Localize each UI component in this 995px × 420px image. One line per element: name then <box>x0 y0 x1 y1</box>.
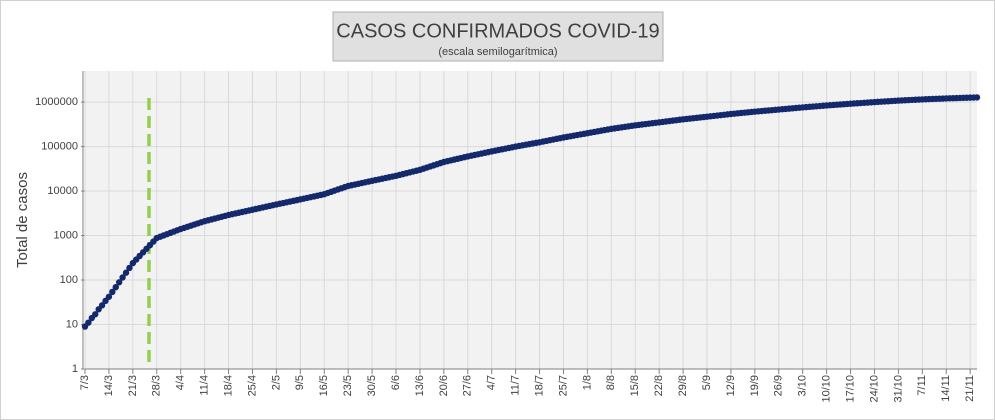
x-tick-label: 12/9 <box>725 375 737 396</box>
x-tick-label: 4/7 <box>486 375 498 390</box>
x-tick-label: 15/8 <box>629 375 641 396</box>
data-point <box>115 279 123 286</box>
x-tick-label: 25/7 <box>557 375 569 396</box>
data-point <box>105 293 113 300</box>
y-tick-label: 1000000 <box>35 96 78 108</box>
x-tick-label: 14/3 <box>103 375 115 396</box>
x-tick-label: 11/4 <box>199 375 211 396</box>
x-tick-label: 18/7 <box>533 375 545 396</box>
x-tick-label: 27/6 <box>462 375 474 396</box>
y-axis-label: Total de casos <box>14 172 31 268</box>
x-tick-label: 7/3 <box>79 375 91 390</box>
data-point <box>126 264 133 272</box>
chart-title: CASOS CONFIRMADOS COVID-19 <box>336 20 659 42</box>
x-tick-label: 28/3 <box>151 375 163 396</box>
x-tick-label: 13/6 <box>414 375 426 396</box>
x-tick-label: 4/4 <box>175 375 187 390</box>
y-tick-label: 10000 <box>47 185 78 197</box>
x-tick-label: 20/6 <box>438 375 450 396</box>
y-tick-label: 10 <box>66 318 78 330</box>
x-tick-label: 23/5 <box>342 375 354 396</box>
chart-subtitle: (escala semilogarítmica) <box>438 46 557 58</box>
data-point <box>109 288 116 296</box>
data-point <box>119 274 126 281</box>
x-tick-label: 30/5 <box>366 375 378 396</box>
x-tick-label: 29/8 <box>677 375 689 396</box>
x-tick-label: 14/11 <box>940 375 952 402</box>
x-tick-label: 31/10 <box>892 375 904 403</box>
x-tick-label: 19/9 <box>749 375 761 396</box>
plot-area <box>85 71 977 369</box>
x-tick-label: 25/4 <box>246 375 258 396</box>
x-tick-label: 22/8 <box>653 375 665 396</box>
data-point <box>85 319 92 326</box>
y-tick-label: 1000 <box>54 229 78 241</box>
x-tick-label: 11/7 <box>510 375 522 396</box>
x-tick-label: 18/4 <box>222 375 234 396</box>
y-tick-label: 100000 <box>41 140 78 152</box>
data-point <box>112 283 119 291</box>
data-point <box>973 94 981 101</box>
x-tick-label: 17/10 <box>844 375 856 403</box>
x-tick-label: 2/5 <box>270 375 282 390</box>
x-tick-label: 5/9 <box>701 375 713 390</box>
x-tick-label: 1/8 <box>581 375 593 390</box>
x-tick-label: 8/8 <box>605 375 617 390</box>
x-tick-label: 21/11 <box>964 375 976 402</box>
x-tick-label: 9/5 <box>294 375 306 390</box>
x-tick-label: 6/6 <box>390 375 402 390</box>
data-point <box>92 311 99 318</box>
x-tick-label: 10/10 <box>821 375 833 403</box>
x-tick-label: 16/5 <box>318 375 330 396</box>
title-box <box>332 11 664 62</box>
x-tick-label: 7/11 <box>916 375 928 396</box>
x-tick-label: 24/10 <box>868 375 880 403</box>
x-tick-label: 26/9 <box>773 375 785 396</box>
data-point <box>98 302 106 309</box>
x-tick-label: 21/3 <box>127 375 139 396</box>
data-point <box>122 269 130 276</box>
y-tick-label: 1 <box>72 363 78 375</box>
y-tick-label: 100 <box>60 274 78 286</box>
x-tick-label: 3/10 <box>797 375 809 396</box>
